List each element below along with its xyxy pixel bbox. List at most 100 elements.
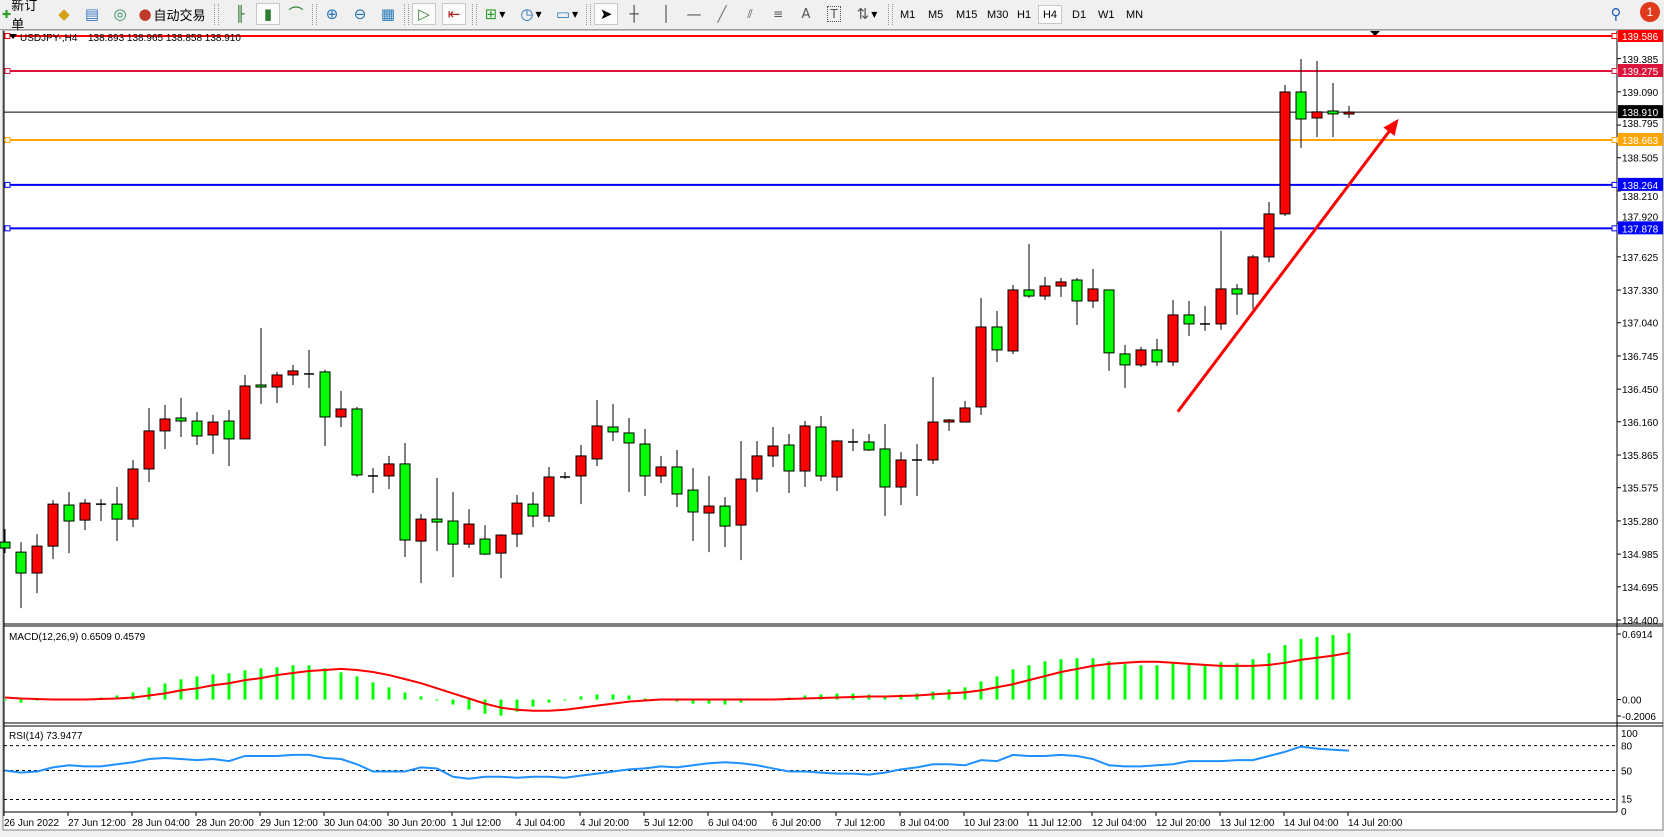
new-order-icon: ✚ xyxy=(2,7,12,21)
crosshair-button[interactable]: ┼ xyxy=(622,3,646,25)
chart-shift-marker[interactable] xyxy=(1370,31,1380,36)
candle-bull xyxy=(143,430,155,470)
candle-bull xyxy=(415,518,427,542)
level-handle[interactable] xyxy=(1611,225,1618,232)
timeframe-h4[interactable]: H4 xyxy=(1038,5,1062,24)
level-handle[interactable] xyxy=(1611,136,1618,143)
level-handle[interactable] xyxy=(4,225,11,232)
macd-histogram-bar xyxy=(627,695,631,700)
periods-button[interactable]: ◷ ▼ xyxy=(514,3,548,25)
level-handle[interactable] xyxy=(1611,33,1618,39)
time-tick-label: 26 Jun 2022 xyxy=(4,818,59,829)
notification-icon[interactable]: 1 xyxy=(1640,2,1660,22)
level-handle[interactable] xyxy=(1611,181,1618,188)
new-order-button[interactable]: ✚ 新订单 xyxy=(2,0,46,33)
symbol-dropdown-icon[interactable] xyxy=(9,34,17,39)
time-tick-label: 5 Jul 12:00 xyxy=(644,818,693,829)
timeframe-h1[interactable]: H1 xyxy=(1017,8,1032,21)
time-tick-label: 30 Jun 04:00 xyxy=(324,818,382,829)
trendline-button[interactable]: ╱ xyxy=(710,3,734,25)
chart-shift-button[interactable]: ⇤ xyxy=(442,3,466,25)
candle-bear xyxy=(879,448,891,488)
candle-bear xyxy=(1151,349,1163,363)
macd-histogram-bar xyxy=(515,699,519,712)
price-tick-label: 135.865 xyxy=(1622,451,1659,462)
macd-histogram-bar xyxy=(419,696,423,700)
trend-arrow-head[interactable] xyxy=(1383,118,1399,136)
text-label-button[interactable]: T xyxy=(822,3,846,25)
level-price-box xyxy=(1618,177,1663,191)
fibonacci-button[interactable]: ≡ xyxy=(766,3,790,25)
macd-histogram-bar xyxy=(931,691,935,700)
arrows-button[interactable]: ⇅ ▼ xyxy=(850,3,884,25)
horizontal-line-button[interactable]: — xyxy=(682,3,706,25)
arrows-icon: ⇅ xyxy=(856,4,870,23)
level-handle[interactable] xyxy=(4,68,11,75)
equidistant-channel-button[interactable]: ⫽ xyxy=(738,3,762,25)
autoscroll-button[interactable]: ▷ xyxy=(412,3,436,25)
new-chart-icon: ⊞ xyxy=(484,4,498,23)
candlestick-button[interactable]: ▮ xyxy=(256,3,280,25)
vertical-line-icon: │ xyxy=(661,4,671,23)
candle-bull xyxy=(495,534,507,554)
trend-arrow-line[interactable] xyxy=(1176,125,1394,413)
navigator-icon: ▤ xyxy=(84,4,100,23)
auto-trading-button[interactable]: ● 自动交易 xyxy=(136,3,208,25)
level-handle[interactable] xyxy=(4,181,11,188)
chart-area xyxy=(2,29,1664,831)
bar-chart-button[interactable]: ╟ xyxy=(228,3,252,25)
price-tick-label: 138.210 xyxy=(1622,192,1659,203)
price-tick-label: 135.280 xyxy=(1622,517,1659,528)
navigator-button[interactable]: ▤ xyxy=(80,3,104,25)
macd-histogram-bar xyxy=(643,698,647,700)
toolbar-separator xyxy=(214,4,219,25)
time-tick-label: 12 Jul 20:00 xyxy=(1156,818,1211,829)
signals-button[interactable]: ◎ xyxy=(108,3,132,25)
macd-histogram-bar xyxy=(291,665,295,700)
tile-windows-button[interactable]: ▦ xyxy=(376,3,400,25)
candle-bull xyxy=(895,459,907,488)
macd-signal-line xyxy=(4,651,1350,712)
macd-histogram-bar xyxy=(1299,639,1303,700)
search-button[interactable]: ⚲ xyxy=(1604,3,1628,25)
line-chart-button[interactable]: ⌒ xyxy=(284,3,308,25)
candle-bear xyxy=(1071,279,1083,302)
timeframe-m5[interactable]: M5 xyxy=(928,8,944,21)
level-price-box xyxy=(1618,221,1663,235)
level-handle[interactable] xyxy=(4,33,11,39)
candle-bull xyxy=(1135,349,1147,366)
cursor-button[interactable]: ➤ xyxy=(594,3,618,25)
rsi-axis-label: 50 xyxy=(1621,767,1633,778)
candle-bull xyxy=(543,476,555,517)
time-tick-label: 30 Jun 20:00 xyxy=(388,818,446,829)
vertical-line-button[interactable]: │ xyxy=(654,3,678,25)
text-tool-button[interactable]: A xyxy=(794,3,818,25)
timeframe-m15[interactable]: M15 xyxy=(956,8,978,21)
level-handle[interactable] xyxy=(1611,68,1618,75)
zoom-in-button[interactable]: ⊕ xyxy=(320,3,344,25)
zoom-out-button[interactable]: ⊖ xyxy=(348,3,372,25)
macd-histogram-bar xyxy=(1283,645,1287,700)
candle-bear xyxy=(255,384,267,388)
timeframe-w1[interactable]: W1 xyxy=(1098,8,1115,21)
new-chart-button[interactable]: ⊞ ▼ xyxy=(478,3,512,25)
timeframe-d1[interactable]: D1 xyxy=(1072,8,1087,21)
timeframe-mn[interactable]: MN xyxy=(1126,8,1144,21)
macd-histogram-bar xyxy=(739,699,743,703)
market-watch-button[interactable]: ◆ xyxy=(52,3,76,25)
macd-histogram-bar xyxy=(211,674,215,700)
candle-bear xyxy=(175,417,187,422)
price-tick-label: 139.090 xyxy=(1622,88,1659,99)
macd-histogram-bar xyxy=(3,699,7,701)
level-handle[interactable] xyxy=(4,136,11,143)
candle-bull xyxy=(575,455,587,477)
macd-histogram-bar xyxy=(707,699,711,704)
price-tick-label: 134.985 xyxy=(1622,550,1659,561)
timeframe-m30[interactable]: M30 xyxy=(987,8,1009,21)
auto-trading-label: 自动交易 xyxy=(153,8,206,24)
templates-button[interactable]: ▭ ▼ xyxy=(550,3,584,25)
timeframe-m1[interactable]: M1 xyxy=(900,8,916,21)
bid-price-box xyxy=(1618,105,1663,119)
macd-histogram-bar xyxy=(1075,658,1079,700)
